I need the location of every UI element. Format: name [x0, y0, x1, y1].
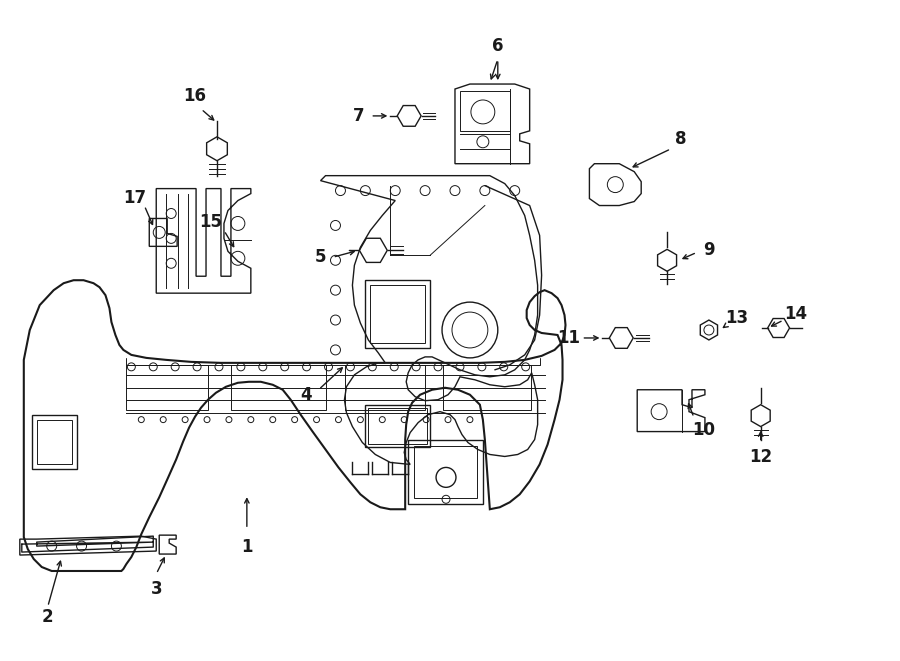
Text: 4: 4: [300, 386, 311, 404]
Bar: [346, 365, 425, 410]
Bar: [37, 420, 72, 465]
Text: 2: 2: [42, 608, 53, 626]
Bar: [126, 365, 208, 410]
Text: 7: 7: [353, 107, 364, 125]
Text: 3: 3: [150, 580, 162, 598]
Bar: [409, 440, 483, 504]
Text: 13: 13: [725, 309, 749, 327]
Bar: [414, 446, 477, 498]
Text: 16: 16: [184, 87, 207, 105]
Text: 8: 8: [675, 130, 687, 148]
Text: 12: 12: [749, 448, 772, 467]
Text: 15: 15: [200, 214, 222, 231]
Bar: [231, 365, 326, 410]
Bar: [368, 408, 428, 444]
Bar: [365, 280, 430, 348]
Bar: [443, 365, 531, 410]
Bar: [365, 405, 430, 447]
Text: 11: 11: [557, 329, 580, 347]
Text: 1: 1: [241, 538, 253, 556]
Text: 9: 9: [703, 241, 715, 259]
Bar: [32, 414, 76, 469]
Bar: [370, 285, 425, 343]
Text: 10: 10: [692, 420, 716, 439]
Text: 6: 6: [492, 37, 503, 56]
Text: 5: 5: [315, 249, 327, 266]
Text: 14: 14: [784, 305, 807, 323]
Bar: [460, 91, 509, 131]
Text: 17: 17: [122, 188, 146, 206]
